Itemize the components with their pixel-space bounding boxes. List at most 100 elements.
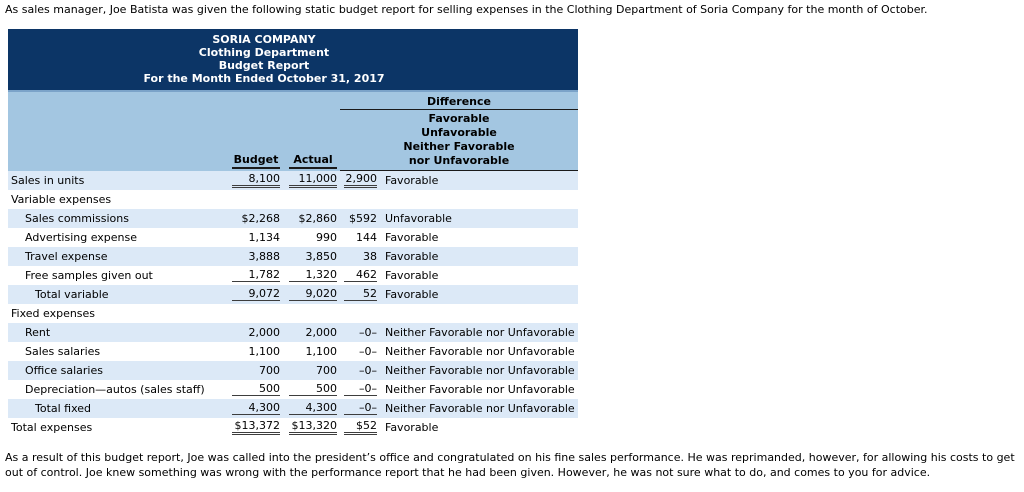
difference-value — [340, 304, 380, 323]
difference-value: –0– — [359, 344, 377, 358]
actual-value: 700 — [316, 363, 337, 377]
difference-value: 52 — [340, 285, 380, 304]
difference-label: Neither Favorable nor Unfavorable — [385, 344, 575, 358]
actual-value: 9,020 — [283, 285, 340, 304]
difference-value: 38 — [363, 249, 377, 263]
difference-header-row: Difference — [8, 92, 579, 110]
actual-value: 4,300 — [283, 399, 340, 418]
budget-report: SORIA COMPANY Clothing Department Budget… — [8, 29, 579, 437]
table-row: Sales commissions $2,268 $2,860 $592 Unfavor… — [8, 208, 579, 228]
table-row: Fixed expenses — [8, 304, 578, 323]
difference-label: Unfavorable — [385, 211, 452, 225]
row-label: Fixed expenses — [11, 306, 96, 320]
actual-value: 500 — [283, 380, 340, 399]
difference-value: –0– — [359, 363, 377, 377]
row-label: Office salaries — [25, 363, 103, 377]
table-row: Free samples given out 1,782 1,320 462 Favor… — [8, 266, 578, 285]
difference-label: Neither Favorable nor Unfavorable — [385, 382, 575, 396]
actual-value: 3,850 — [305, 249, 338, 263]
row-label: Travel expense — [25, 249, 108, 263]
difference-label: Neither Favorable nor Unfavorable — [385, 363, 575, 377]
difference-value: –0– — [359, 325, 377, 339]
budget-value: 8,100 — [223, 171, 283, 190]
difference-label: Favorable — [385, 230, 439, 244]
difference-label: Neither Favorable nor Unfavorable — [385, 325, 575, 339]
difference-value: $52 — [340, 418, 380, 437]
budget-table: Difference Budget Actual Favorable Unfav… — [8, 92, 579, 437]
table-row: Total fixed 4,300 4,300 –0– Neither Favorabl… — [8, 398, 579, 418]
row-label: Sales commissions — [25, 211, 129, 225]
actual-column-header: Actual — [283, 110, 340, 171]
actual-value: $13,320 — [283, 418, 340, 437]
table-row: Office salaries 700 700 –0– Neither Favorabl… — [8, 360, 579, 380]
table-row: Depreciation—autos (sales staff) 500 500 –0… — [8, 380, 578, 399]
table-row: Variable expenses — [8, 190, 578, 209]
budget-value — [223, 190, 283, 209]
actual-value: $2,860 — [298, 211, 338, 225]
budget-table-body: Sales in units 8,100 11,000 2,900 Favorable V… — [8, 170, 579, 437]
difference-value: 144 — [356, 230, 377, 244]
table-row: Total variable 9,072 9,020 52 Favorable — [8, 284, 579, 304]
row-label: Rent — [25, 325, 51, 339]
budget-value: 4,300 — [223, 399, 283, 418]
actual-value: 2,000 — [305, 325, 338, 339]
table-row: Total expenses $13,372 $13,320 $52 Favorable — [8, 418, 578, 437]
intro-paragraph: As sales manager, Joe Batista was given … — [5, 3, 928, 16]
budget-value: 3,888 — [248, 249, 281, 263]
budget-value: 9,072 — [223, 285, 283, 304]
report-period: For the Month Ended October 31, 2017 — [143, 72, 385, 85]
department-name: Clothing Department — [198, 46, 330, 59]
spacer-cell — [283, 92, 340, 110]
difference-label: Favorable — [385, 173, 439, 187]
column-header-row: Budget Actual Favorable Unfavorable Neit… — [8, 109, 579, 171]
difference-value: 462 — [340, 266, 380, 285]
budget-column-header: Budget — [223, 110, 283, 171]
difference-subheader: Favorable Unfavorable Neither Favorable … — [340, 109, 579, 171]
difference-label: Favorable — [385, 420, 439, 434]
budget-table-header: Difference Budget Actual Favorable Unfav… — [8, 92, 579, 171]
table-row: Travel expense 3,888 3,850 38 Favorable — [8, 246, 579, 266]
company-name: SORIA COMPANY — [212, 33, 316, 46]
table-row: Sales in units 8,100 11,000 2,900 Favorable — [8, 170, 579, 190]
budget-value: 2,000 — [248, 325, 281, 339]
difference-value: $592 — [349, 211, 377, 225]
difference-label: Favorable — [385, 268, 439, 282]
difference-label: Favorable — [385, 287, 439, 301]
table-row: Advertising expense 1,134 990 144 Favorable — [8, 228, 578, 247]
report-title-block: SORIA COMPANY Clothing Department Budget… — [8, 29, 578, 92]
difference-value: 2,900 — [340, 171, 380, 190]
budget-value: $13,372 — [223, 418, 283, 437]
row-label: Sales in units — [11, 173, 85, 187]
actual-value: 1,100 — [305, 344, 338, 358]
budget-value: 1,134 — [248, 230, 281, 244]
row-label: Variable expenses — [11, 192, 112, 206]
spacer-cell — [8, 110, 223, 171]
report-title-inner: SORIA COMPANY Clothing Department Budget… — [8, 33, 520, 85]
row-label: Depreciation—autos (sales staff) — [25, 382, 205, 396]
budget-value: $2,268 — [241, 211, 281, 225]
outro-paragraph: As a result of this budget report, Joe w… — [5, 450, 1015, 479]
actual-value: 1,320 — [283, 266, 340, 285]
row-label: Total expenses — [11, 420, 93, 434]
difference-label: Neither Favorable nor Unfavorable — [385, 401, 575, 415]
row-label: Free samples given out — [25, 268, 153, 282]
difference-label — [380, 190, 578, 209]
report-type: Budget Report — [218, 59, 310, 72]
row-label: Total fixed — [35, 401, 92, 415]
actual-value: 11,000 — [283, 171, 340, 190]
table-row: Rent 2,000 2,000 –0– Neither Favorable nor U… — [8, 322, 579, 342]
budget-value: 500 — [223, 380, 283, 399]
difference-value: –0– — [340, 399, 380, 418]
budget-value — [223, 304, 283, 323]
actual-value: 990 — [316, 230, 337, 244]
row-label: Total variable — [35, 287, 109, 301]
table-row: Sales salaries 1,100 1,100 –0– Neither Favor… — [8, 342, 578, 361]
actual-value — [283, 190, 340, 209]
actual-value — [283, 304, 340, 323]
row-label: Sales salaries — [25, 344, 101, 358]
row-label: Advertising expense — [25, 230, 138, 244]
difference-value — [340, 190, 380, 209]
budget-value: 1,100 — [248, 344, 281, 358]
spacer-cell — [8, 92, 223, 110]
difference-label — [380, 304, 578, 323]
